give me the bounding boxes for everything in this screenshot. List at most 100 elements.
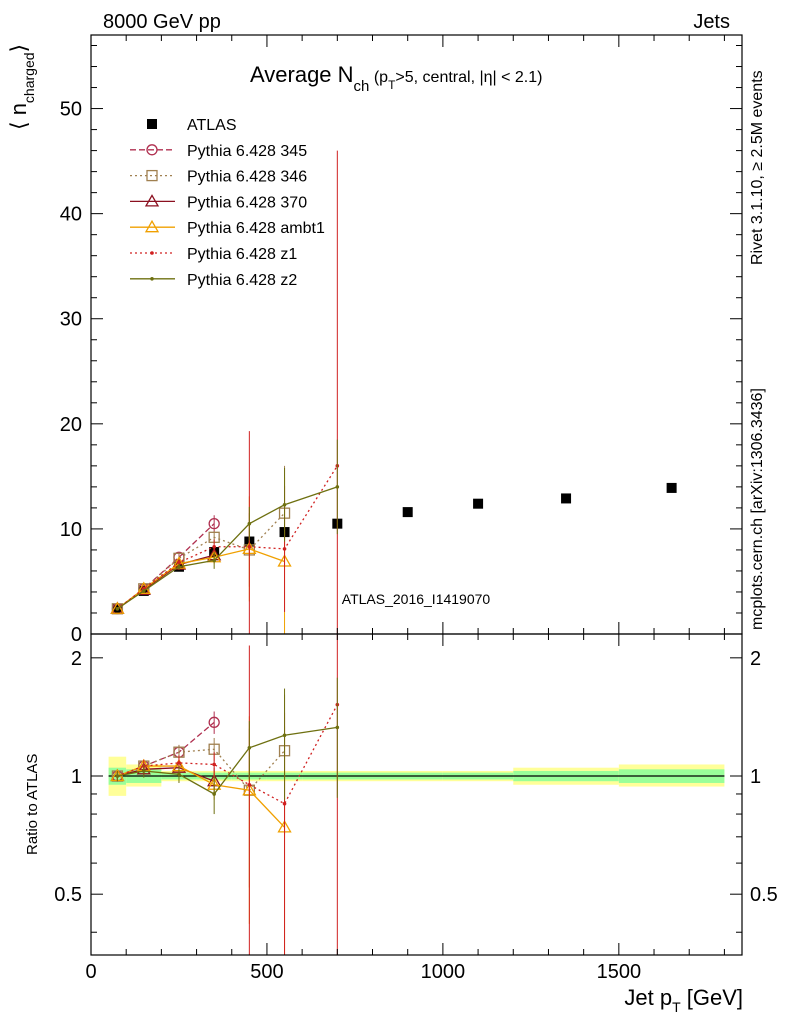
legend-marker-4: [144, 219, 160, 233]
ylabel-close: ⟩: [6, 44, 31, 53]
main-series-0-point-10: [666, 482, 677, 493]
main-series-0-point-9: [561, 493, 572, 504]
ratio-frame: [90, 633, 743, 956]
main-series-5-point-4: [247, 544, 252, 549]
ylabel-sub: charged: [21, 52, 37, 103]
legend-marker-6: [150, 277, 154, 281]
main-series-6: [115, 439, 340, 611]
xlabel-sub: T: [672, 999, 681, 1015]
ratio-series-4-point-4: [247, 782, 252, 787]
header-left: 8000 GeV pp: [103, 11, 221, 33]
main-series-0-point-8: [473, 498, 484, 509]
ratio-series-4-point-5: [282, 801, 287, 806]
main-series-4-line: [116, 548, 285, 610]
ratio-y-tick-label-r-0: 0.5: [750, 884, 778, 906]
xlabel-rest: [GeV]: [681, 985, 743, 1010]
main-y-tick-label-2: 20: [60, 414, 82, 436]
x-tick-label-2: 1000: [421, 961, 466, 983]
ratio-series-5-point-1: [141, 769, 146, 773]
ratio-series-5-point-4: [247, 745, 252, 750]
ratio-series-5-point-2: [177, 772, 181, 777]
ratio-series-layer: [110, 634, 340, 955]
main-y-tick-label-0: 0: [71, 624, 82, 646]
main-series-1: [111, 515, 220, 615]
legend-label-5: Pythia 6.428 z1: [187, 246, 297, 263]
ratio-series-0-point-3: [208, 716, 220, 728]
main-series-6-point-1: [141, 589, 146, 593]
ratio-y-tick-label-r-2: 2: [750, 648, 761, 670]
rivet-version-label: Rivet 3.1.10, ≥ 2.5M events: [749, 70, 766, 265]
x-axis-label: Jet pT [GeV]: [624, 985, 743, 1015]
main-series-5-point-5: [282, 547, 287, 551]
main-series-5-point-3: [212, 544, 216, 549]
analysis-watermark: ATLAS_2016_I1419070: [342, 591, 491, 607]
main-series-2-line: [116, 512, 286, 610]
main-y-axis-label: ⟨ ncharged⟩: [6, 44, 37, 130]
title-main: Average N: [250, 62, 354, 87]
legend-marker-2: [146, 169, 158, 182]
legend-marker-3: [144, 194, 160, 207]
ylabel-open: ⟨ n: [6, 103, 31, 130]
x-tick-label-0: 0: [85, 961, 96, 983]
legend-marker-5: [150, 251, 154, 255]
xlabel-main: Jet p: [624, 985, 672, 1010]
main-series-1-line: [116, 523, 215, 610]
ratio-series-4-point-3: [212, 762, 216, 767]
main-y-tick-label-5: 50: [60, 99, 82, 121]
main-series-1-point-3: [208, 518, 220, 530]
ratio-y-tick-label-r-1: 1: [750, 766, 761, 788]
ratio-series-4-line: [117, 704, 338, 805]
main-series-5-point-2: [177, 560, 181, 565]
mcplots-label: mcplots.cern.ch [arXiv:1306.3436]: [749, 388, 766, 630]
main-series-6-point-0: [115, 606, 120, 611]
legend-label-3: Pythia 6.428 370: [187, 194, 307, 211]
ratio-series-3: [110, 716, 292, 955]
ratio-series-4: [115, 634, 340, 955]
main-y-tick-label-1: 10: [60, 519, 82, 541]
main-series-6-line: [117, 486, 338, 610]
main-series-6-point-4: [247, 521, 252, 526]
main-series-4: [110, 477, 292, 634]
legend-label-4: Pythia 6.428 ambt1: [187, 220, 325, 237]
title-sub: ch: [354, 78, 370, 95]
ratio-y-tick-label-l-2: 2: [71, 648, 82, 670]
main-series-4-point-0: [110, 601, 125, 614]
legend-marker-0: [147, 119, 157, 129]
x-tick-label-1: 500: [250, 961, 283, 983]
ratio-series-5-point-5: [282, 733, 287, 738]
ratio-series-5-point-3: [212, 792, 216, 796]
title-rest1: (p: [369, 69, 388, 86]
ratio-y-axis-label: Ratio to ATLAS: [24, 754, 41, 855]
ratio-y-tick-label-l-0: 0.5: [54, 884, 82, 906]
legend-label-2: Pythia 6.428 346: [187, 169, 307, 186]
main-series-5-line: [116, 465, 338, 610]
main-y-tick-label-4: 40: [60, 204, 82, 226]
ratio-series-5-point-6: [335, 725, 340, 730]
ratio-series-5-point-0: [115, 774, 120, 778]
header-right: Jets: [693, 11, 730, 33]
ratio-y-tick-label-l-1: 1: [71, 766, 82, 788]
legend-label-6: Pythia 6.428 z2: [187, 272, 297, 289]
chart-title: Average Nch (pT>5, central, |η| < 2.1): [250, 62, 542, 95]
main-series-6-point-5: [282, 502, 287, 507]
main-series-6-point-6: [335, 485, 340, 489]
x-tick-label-3: 1500: [597, 961, 642, 983]
ratio-series-2-line: [117, 767, 215, 782]
ratio-series-5: [115, 677, 340, 815]
legend-marker-1: [146, 144, 158, 156]
main-series-4-point-1: [136, 581, 151, 594]
legend-label-0: ATLAS: [187, 117, 237, 134]
title-rest2: >5, central, |η| < 2.1): [395, 69, 542, 86]
title-sub2: T: [388, 78, 396, 92]
main-series-6-point-3: [212, 558, 216, 563]
main-series-0-point-7: [402, 507, 413, 518]
ratio-series-4-point-2: [177, 761, 181, 765]
main-series-layer: [110, 150, 677, 634]
ratio-series-1: [111, 694, 291, 888]
legend: ATLAS Pythia 6.428 345 Pythia 6.428 346 Pyt…: [130, 117, 325, 289]
main-series-6-point-2: [177, 564, 181, 569]
axis-ticks: [90, 35, 742, 955]
legend-label-1: Pythia 6.428 345: [187, 143, 307, 160]
